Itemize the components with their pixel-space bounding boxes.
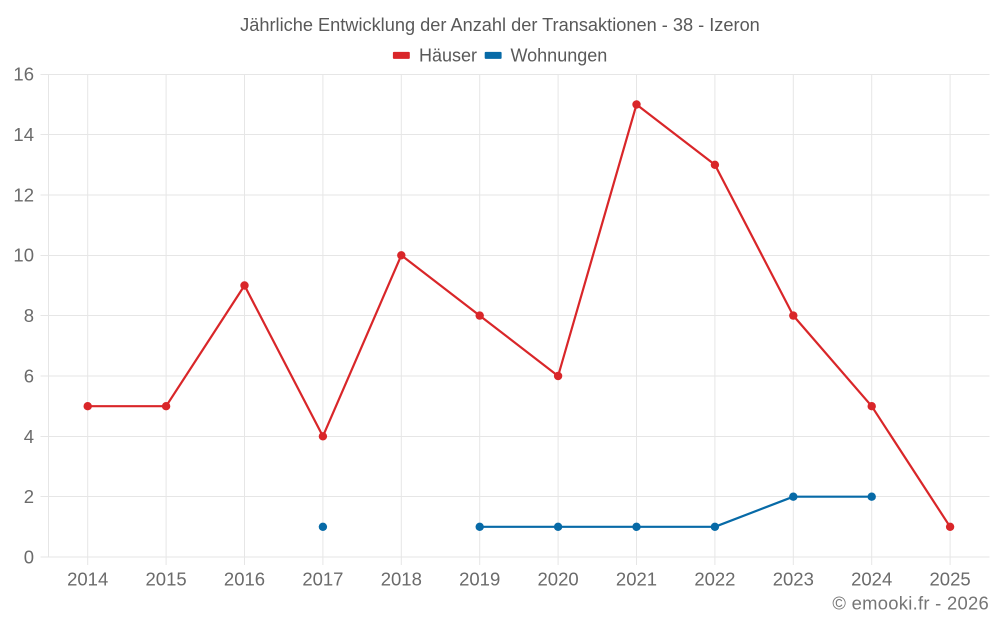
svg-text:Häuser: Häuser — [419, 46, 477, 66]
svg-text:6: 6 — [24, 366, 34, 387]
svg-text:Wohnungen: Wohnungen — [511, 46, 608, 66]
svg-text:Jährliche Entwicklung der Anza: Jährliche Entwicklung der Anzahl der Tra… — [240, 15, 760, 35]
svg-text:2019: 2019 — [459, 568, 500, 589]
svg-text:2022: 2022 — [694, 568, 735, 589]
svg-text:0: 0 — [24, 547, 34, 568]
svg-text:© emooki.fr - 2026: © emooki.fr - 2026 — [832, 592, 989, 613]
svg-text:2: 2 — [24, 486, 34, 507]
svg-text:2024: 2024 — [851, 568, 892, 589]
svg-text:12: 12 — [13, 185, 34, 206]
svg-text:2016: 2016 — [224, 568, 265, 589]
svg-text:2021: 2021 — [616, 568, 657, 589]
svg-text:2023: 2023 — [773, 568, 814, 589]
svg-text:2014: 2014 — [67, 568, 108, 589]
svg-text:2025: 2025 — [930, 568, 971, 589]
svg-text:8: 8 — [24, 305, 34, 326]
svg-text:4: 4 — [24, 426, 34, 447]
svg-text:2018: 2018 — [381, 568, 422, 589]
svg-text:10: 10 — [13, 245, 34, 266]
svg-text:2020: 2020 — [538, 568, 579, 589]
svg-text:2017: 2017 — [302, 568, 343, 589]
svg-text:2015: 2015 — [146, 568, 187, 589]
svg-text:16: 16 — [13, 64, 34, 85]
svg-text:14: 14 — [13, 124, 34, 145]
